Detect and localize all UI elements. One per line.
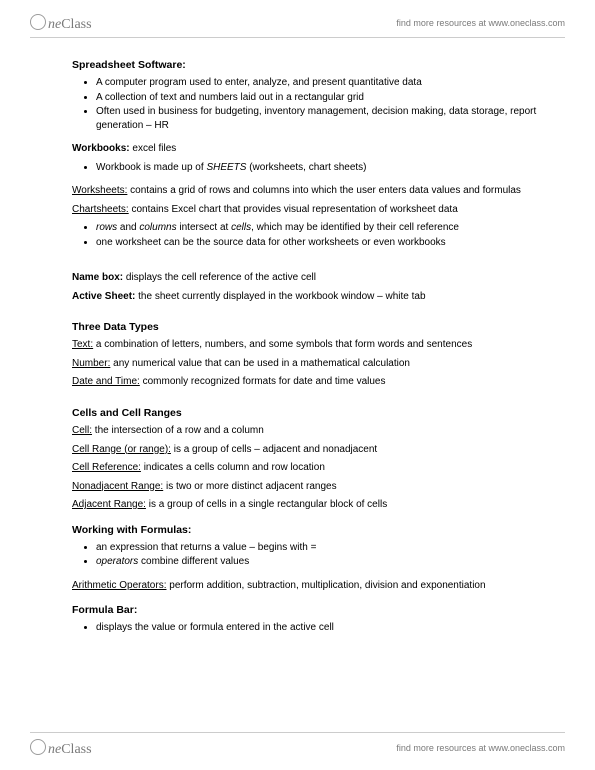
list-item: displays the value or formula entered in… (96, 621, 545, 635)
chartsheets-rest: contains Excel chart that provides visua… (129, 204, 458, 215)
datetime-type-line: Date and Time: commonly recognized forma… (72, 375, 545, 389)
arithmetic-line: Arithmetic Operators: perform addition, … (72, 579, 545, 593)
logo-text-one: ne (48, 17, 61, 33)
namebox-rest: displays the cell reference of the activ… (123, 272, 316, 283)
formulas-bullets: an expression that returns a value – beg… (72, 541, 545, 569)
chartsheets-term: Chartsheets: (72, 204, 129, 215)
chartsheets-bullets: rows and columns intersect at cells, whi… (72, 221, 545, 249)
worksheets-line: Worksheets: contains a grid of rows and … (72, 184, 545, 198)
formulabar-bullets: displays the value or formula entered in… (72, 621, 545, 635)
text-term: Text: (72, 339, 93, 350)
logo-text-class: Class (61, 17, 91, 33)
list-item: Often used in business for budgeting, in… (96, 105, 545, 132)
list-item: one worksheet can be the source data for… (96, 236, 545, 250)
worksheets-rest: contains a grid of rows and columns into… (127, 185, 521, 196)
list-item: operators combine different values (96, 555, 545, 569)
list-item: rows and columns intersect at cells, whi… (96, 221, 545, 235)
footer-logo: ne Class (30, 737, 92, 758)
list-item: A computer program used to enter, analyz… (96, 76, 545, 90)
page-footer: ne Class find more resources at www.onec… (30, 732, 565, 762)
document-content: Spreadsheet Software: A computer program… (72, 58, 545, 645)
chartsheets-line: Chartsheets: contains Excel chart that p… (72, 203, 545, 217)
cells-title: Cells and Cell Ranges (72, 406, 545, 420)
datetime-term: Date and Time: (72, 376, 140, 387)
text-type-line: Text: a combination of letters, numbers,… (72, 338, 545, 352)
workbooks-bullets: Workbook is made up of SHEETS (worksheet… (72, 161, 545, 175)
number-term: Number: (72, 358, 110, 369)
number-type-line: Number: any numerical value that can be … (72, 357, 545, 371)
activesheet-rest: the sheet currently displayed in the wor… (135, 291, 425, 302)
adj-line: Adjacent Range: is a group of cells in a… (72, 498, 545, 512)
list-item: A collection of text and numbers laid ou… (96, 91, 545, 105)
logo-circle-icon (30, 14, 46, 30)
namebox-line: Name box: displays the cell reference of… (72, 271, 545, 285)
spreadsheet-bullets: A computer program used to enter, analyz… (72, 76, 545, 132)
cellref-line: Cell Reference: indicates a cells column… (72, 461, 545, 475)
formulas-title: Working with Formulas: (72, 523, 545, 537)
cellrange-line: Cell Range (or range): is a group of cel… (72, 443, 545, 457)
logo-circle-icon (30, 739, 46, 755)
activesheet-term: Active Sheet: (72, 291, 135, 302)
cell-line: Cell: the intersection of a row and a co… (72, 424, 545, 438)
list-item: an expression that returns a value – beg… (96, 541, 545, 555)
page-header: ne Class find more resources at www.onec… (30, 8, 565, 38)
workbooks-rest: excel files (130, 143, 177, 154)
logo: ne Class (30, 12, 92, 33)
section-spreadsheet-title: Spreadsheet Software: (72, 58, 545, 72)
footer-resources-link[interactable]: find more resources at www.oneclass.com (396, 743, 565, 753)
formulabar-title: Formula Bar: (72, 603, 545, 617)
activesheet-line: Active Sheet: the sheet currently displa… (72, 290, 545, 304)
logo-text-one: ne (48, 742, 61, 758)
list-item: Workbook is made up of SHEETS (worksheet… (96, 161, 545, 175)
header-resources-link[interactable]: find more resources at www.oneclass.com (396, 18, 565, 28)
datatypes-title: Three Data Types (72, 320, 545, 334)
workbooks-term: Workbooks: (72, 143, 130, 154)
worksheets-term: Worksheets: (72, 185, 127, 196)
logo-text-class: Class (61, 742, 91, 758)
namebox-term: Name box: (72, 272, 123, 283)
workbooks-line: Workbooks: excel files (72, 142, 545, 156)
nonadj-line: Nonadjacent Range: is two or more distin… (72, 480, 545, 494)
